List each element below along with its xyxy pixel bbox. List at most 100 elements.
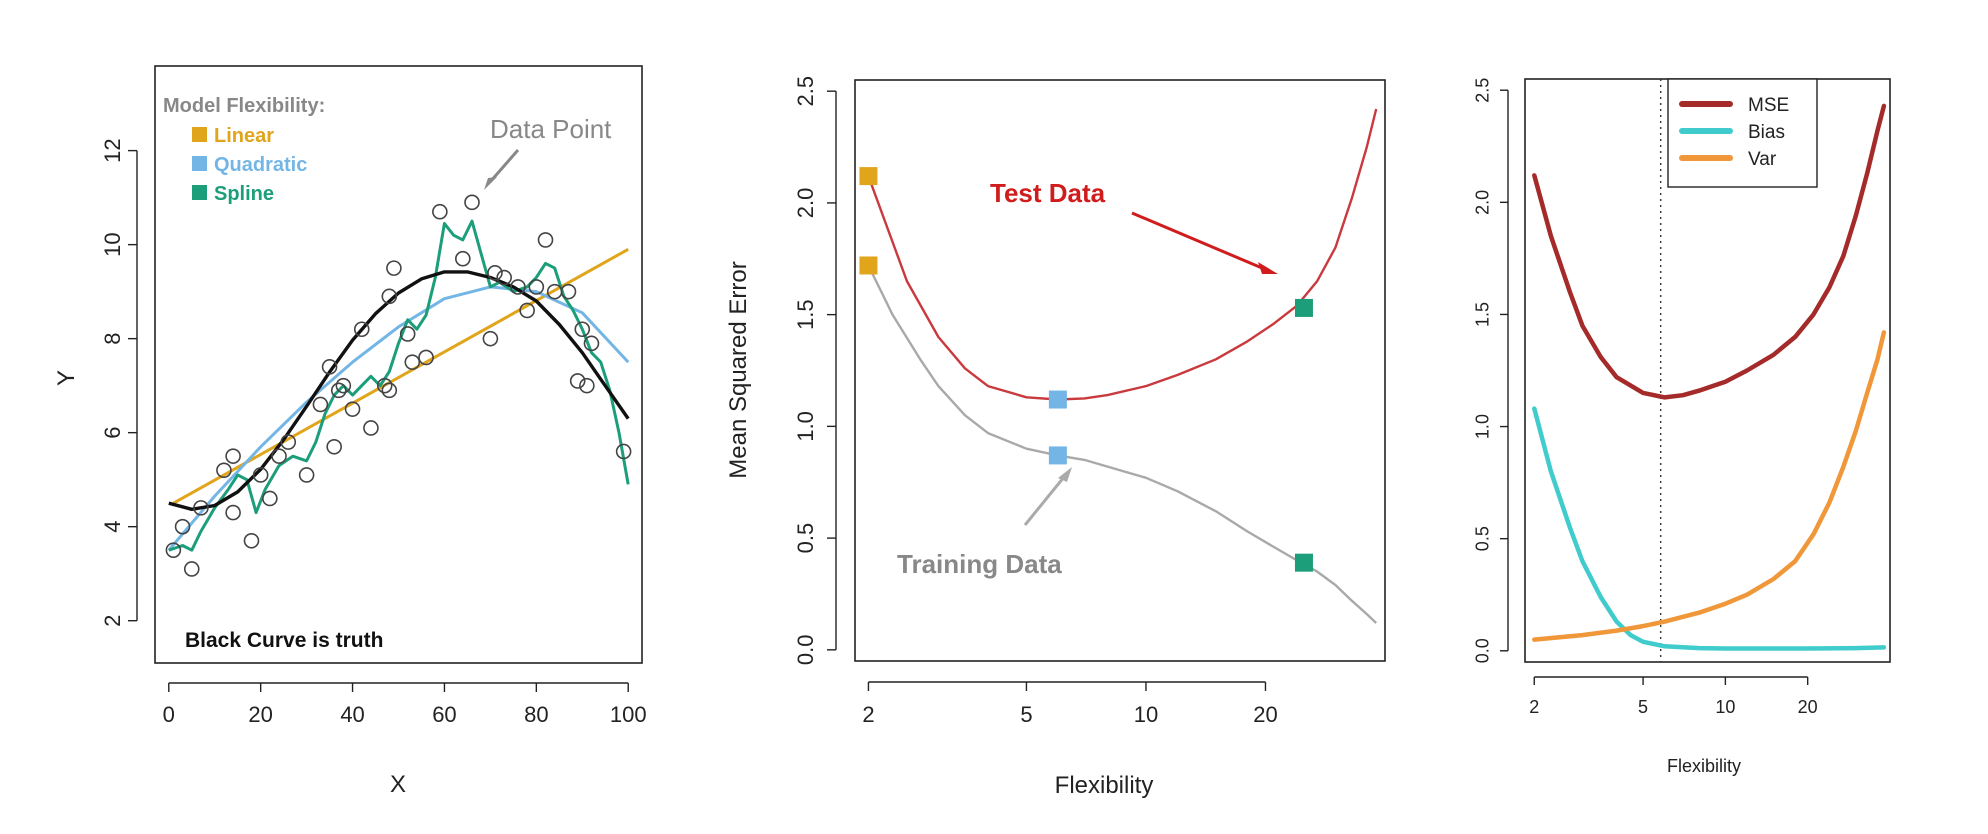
data-point <box>353 321 370 338</box>
test-marker <box>859 167 878 186</box>
train-marker <box>1048 446 1067 465</box>
plot3-y-tick-label: 1.5 <box>1473 302 1493 327</box>
data-point <box>386 260 402 276</box>
plot1-x-tick-label: 40 <box>340 702 364 727</box>
data-point <box>487 265 503 281</box>
data-point <box>537 232 554 248</box>
plot1-x-tick-label: 100 <box>610 702 647 727</box>
data-point <box>225 448 241 464</box>
panel-scatter: 0 20 40 60 80 100 2 4 6 8 10 12 X Y Model Flexibil… <box>53 65 647 798</box>
test-data-arrow <box>1131 211 1263 270</box>
data-point <box>399 326 416 342</box>
plot2-y-tick-label: 1.5 <box>793 299 818 330</box>
legend-swatch-quadratic <box>192 156 207 171</box>
data-point <box>418 349 434 366</box>
data-point-annotation: Data Point <box>490 114 612 144</box>
plot1-x-tick-label: 80 <box>524 702 548 727</box>
plot2-y-tick-label: 0.5 <box>793 523 818 554</box>
data-point <box>519 302 535 319</box>
plot2-xlabel: Flexibility <box>1055 772 1154 799</box>
plot3-xlabel: Flexibility <box>1667 756 1741 776</box>
data-point <box>174 518 191 535</box>
plot3-y-tick-label: 2.0 <box>1473 190 1493 215</box>
plot1-y-tick-label: 4 <box>100 521 125 533</box>
training-data-annotation: Training Data <box>897 549 1062 579</box>
legend-swatch-spline <box>192 185 207 200</box>
plot2-x-tick-label: 5 <box>1020 702 1032 727</box>
plot2-x-tick-label: 10 <box>1134 702 1158 727</box>
legend-label-quadratic: Quadratic <box>214 154 307 176</box>
legend-swatch-linear <box>192 127 207 142</box>
legend-label-mse: MSE <box>1748 95 1789 116</box>
data-point <box>363 420 379 436</box>
plot2-x-tick-label: 20 <box>1253 702 1277 727</box>
data-point-arrow <box>488 149 520 183</box>
test-data-arrowhead <box>1258 262 1278 274</box>
data-point <box>252 467 269 483</box>
legend-label-bias: Bias <box>1748 122 1785 143</box>
plot3-y-tick-label: 1.0 <box>1473 414 1493 439</box>
plot1-x-tick-label: 60 <box>432 702 456 727</box>
data-point <box>335 377 352 394</box>
plot3-x-tick-label: 2 <box>1529 697 1539 717</box>
data-point <box>193 500 209 516</box>
plot3-x-tick-label: 5 <box>1638 697 1648 717</box>
data-point <box>432 203 448 220</box>
plot3-y-tick-label: 2.5 <box>1473 78 1493 103</box>
plot1-x-tick-label: 0 <box>163 702 175 727</box>
bias-curve <box>1532 406 1887 651</box>
plot1-x-tick-label: 20 <box>248 702 272 727</box>
legend-label-var: Var <box>1748 149 1777 170</box>
data-point <box>579 377 595 394</box>
data-point <box>574 321 591 338</box>
data-point <box>510 279 526 295</box>
data-point <box>344 401 361 417</box>
plot1-y-tick-label: 6 <box>100 427 125 439</box>
plot2-y-tick-label: 2.5 <box>793 76 818 107</box>
data-point <box>183 561 200 577</box>
truth-note: Black Curve is truth <box>185 629 383 652</box>
data-point <box>321 359 338 375</box>
legend-label-linear: Linear <box>214 125 274 147</box>
data-point <box>496 269 512 286</box>
data-point <box>216 462 232 479</box>
legend-label-spline: Spline <box>214 183 274 205</box>
data-point <box>615 443 632 460</box>
plot1-y-tick-label: 12 <box>100 138 125 162</box>
plot2-ylabel: Mean Squared Error <box>725 261 752 478</box>
data-point-arrowhead <box>484 177 497 190</box>
data-point <box>376 377 393 394</box>
data-point <box>560 283 577 300</box>
data-point <box>312 396 329 413</box>
plot2-y-tick-label: 1.0 <box>793 411 818 442</box>
data-point <box>455 250 471 267</box>
plot1-xlabel: X <box>390 771 406 798</box>
plot1-y-tick-label: 2 <box>100 615 125 627</box>
plot2-y-tick-label: 0.0 <box>793 635 818 666</box>
data-point <box>165 542 182 558</box>
plot1-legend-title: Model Flexibility: <box>163 95 325 117</box>
data-point <box>381 382 398 399</box>
data-point <box>569 373 586 389</box>
data-point <box>583 335 600 352</box>
var-curve <box>1532 330 1887 642</box>
data-point <box>262 490 278 507</box>
plot3-x-tick-label: 10 <box>1715 697 1735 717</box>
data-point <box>243 532 260 549</box>
training-data-arrowhead <box>1058 467 1072 482</box>
plot1-y-tick-label: 10 <box>100 232 125 256</box>
plot2-y-tick-label: 2.0 <box>793 188 818 219</box>
panel-mse: 2 5 10 20 0.0 0.5 1.0 1.5 2.0 2.5 Flexibility Me… <box>725 76 1386 799</box>
data-point <box>482 330 499 347</box>
test-marker <box>1294 298 1313 317</box>
mse-curve <box>1532 103 1887 400</box>
train-error-curve <box>867 264 1378 624</box>
data-point <box>381 288 398 305</box>
data-point <box>326 438 342 455</box>
data-point <box>280 434 297 450</box>
data-point <box>464 194 480 211</box>
plot1-y-tick-label: 8 <box>100 333 125 345</box>
data-point <box>271 448 287 464</box>
spline-fit-line <box>168 219 630 552</box>
